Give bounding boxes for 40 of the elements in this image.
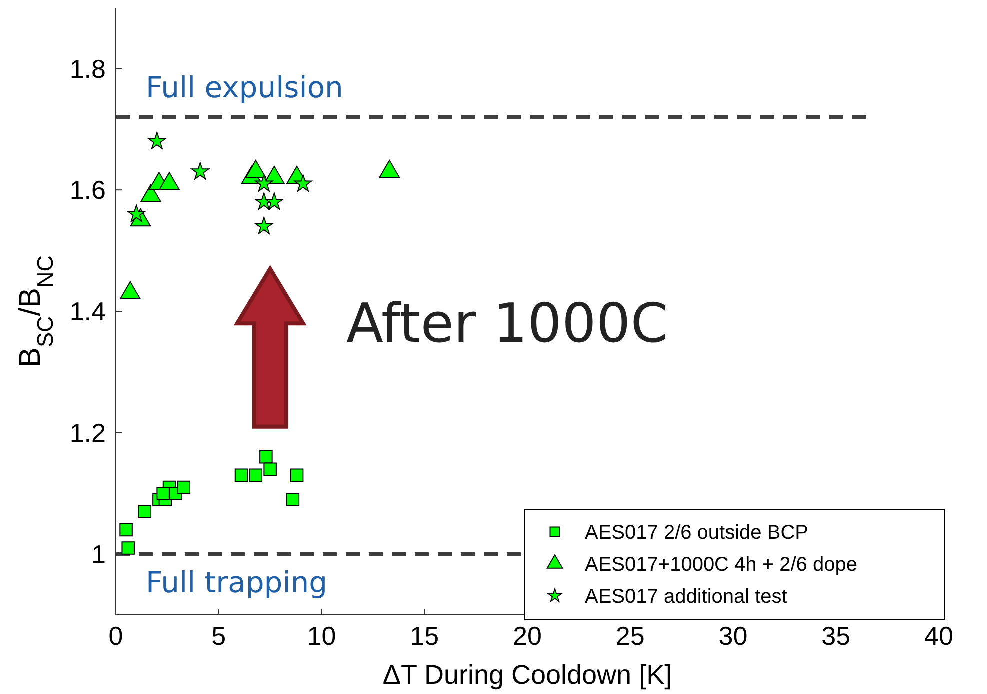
point bbox=[122, 542, 135, 555]
point bbox=[128, 204, 146, 222]
ref-line-label: Full trapping bbox=[146, 565, 328, 600]
point bbox=[138, 505, 152, 518]
y-tick-label: 1.4 bbox=[70, 296, 106, 327]
x-tick-label: 0 bbox=[108, 621, 124, 651]
legend-label: AES017 additional test bbox=[585, 586, 788, 608]
point bbox=[379, 160, 400, 178]
point bbox=[234, 468, 248, 482]
point bbox=[120, 523, 133, 537]
legend-label: AES017+1000C 4h + 2/6 dope bbox=[585, 554, 858, 576]
x-tick-label: 20 bbox=[513, 621, 542, 651]
x-tick-label: 35 bbox=[822, 621, 851, 651]
point bbox=[255, 217, 274, 234]
point bbox=[260, 450, 273, 464]
point bbox=[264, 462, 277, 476]
x-tick-label: 25 bbox=[616, 621, 645, 651]
point bbox=[159, 172, 180, 190]
x-tick-label: 5 bbox=[212, 621, 226, 651]
point bbox=[156, 486, 170, 500]
y-tick-label: 1.2 bbox=[70, 418, 106, 448]
x-tick-label: 30 bbox=[718, 621, 748, 651]
annotation: After 1000C bbox=[346, 292, 668, 355]
point bbox=[249, 468, 263, 482]
point bbox=[140, 184, 162, 202]
x-tick-label: 40 bbox=[924, 621, 954, 651]
point bbox=[286, 493, 300, 506]
y-tick-label: 1.8 bbox=[70, 54, 106, 84]
point bbox=[265, 192, 284, 210]
point bbox=[246, 160, 266, 178]
point bbox=[120, 281, 141, 300]
x-tick-label: 15 bbox=[410, 621, 440, 651]
ref-line-label: Full expulsion bbox=[146, 70, 344, 104]
legend-label: AES017 2/6 outside BCP bbox=[585, 522, 808, 544]
x-axis-title: ΔT During Cooldown [K] bbox=[382, 660, 672, 690]
y-tick-label: 1.6 bbox=[70, 175, 106, 206]
x-tick-label: 10 bbox=[307, 621, 336, 651]
point bbox=[290, 468, 304, 482]
y-tick-label: 1 bbox=[92, 539, 106, 570]
point bbox=[177, 480, 191, 494]
